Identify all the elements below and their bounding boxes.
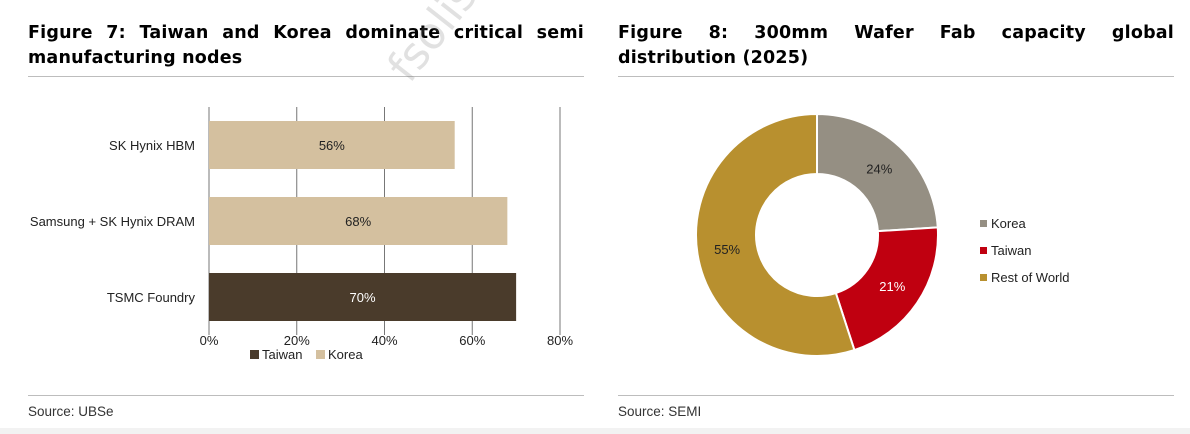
donut-chart: 24% 21% 55% Korea Taiwan Rest of World <box>695 112 1070 357</box>
figure-7-panel: Figure 7: Taiwan and Korea dominate crit… <box>28 0 584 434</box>
data-label: 70% <box>350 290 376 305</box>
source-note: Source: SEMI <box>618 404 702 419</box>
bottom-strip <box>0 428 1190 434</box>
source-divider <box>28 395 584 396</box>
x-tick-label: 60% <box>459 333 485 348</box>
donut-slice <box>816 112 939 233</box>
slice-label: 21% <box>879 279 905 294</box>
legend-swatch <box>980 220 987 227</box>
x-tick-label: 20% <box>284 333 310 348</box>
legend-label: Rest of World <box>991 270 1070 285</box>
figure-title: Figure 7: Taiwan and Korea dominate crit… <box>28 23 584 68</box>
donut-slice <box>695 112 856 357</box>
legend-label: Korea <box>991 216 1026 231</box>
legend-swatch <box>980 247 987 254</box>
figure-8-panel: Figure 8: 300mm Wafer Fab capacity globa… <box>618 0 1174 434</box>
figure-title: Figure 8: 300mm Wafer Fab capacity globa… <box>618 23 1174 68</box>
y-category-label: SK Hynix HBM <box>109 138 195 153</box>
title-divider <box>618 76 1174 77</box>
slice-label: 55% <box>714 242 740 257</box>
bar <box>209 121 455 169</box>
source-note: Source: UBSe <box>28 404 114 419</box>
x-tick-label: 40% <box>371 333 397 348</box>
x-tick-label: 0% <box>200 333 219 348</box>
legend-swatch <box>980 274 987 281</box>
legend-swatch <box>250 350 259 359</box>
bar <box>209 273 517 321</box>
data-label: 68% <box>345 214 371 229</box>
slice-label: 24% <box>866 162 892 177</box>
donut-slice <box>834 226 939 352</box>
title-divider <box>28 76 584 77</box>
y-category-label: Samsung + SK Hynix DRAM <box>30 214 195 229</box>
legend-label: Korea <box>328 347 363 362</box>
legend-label: Taiwan <box>262 347 302 362</box>
source-divider <box>618 395 1174 396</box>
legend-label: Taiwan <box>991 243 1031 258</box>
data-label: 56% <box>319 138 345 153</box>
x-tick-label: 80% <box>547 333 573 348</box>
legend-swatch <box>316 350 325 359</box>
bar-chart: 0% 20% 40% 60% 80% SK Hynix HBM 56% Samsung + S… <box>30 107 573 362</box>
y-category-label: TSMC Foundry <box>107 290 196 305</box>
bar <box>209 197 508 245</box>
